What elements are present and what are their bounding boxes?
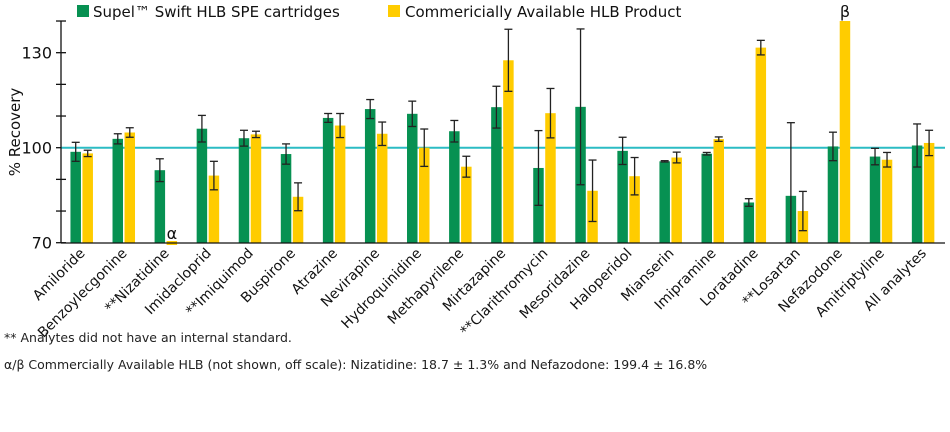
legend-swatch-commercial (388, 5, 400, 17)
error-bar (125, 127, 134, 138)
bar-commercial (419, 147, 430, 243)
x-tick-label: Methapyrilene (385, 246, 467, 328)
bar-commercial (376, 133, 388, 243)
legend-label-commercial: Commericially Available HLB Product (405, 3, 681, 21)
bar-supel (911, 145, 923, 243)
bar-commercial (629, 176, 640, 243)
legend-swatch-supel (77, 5, 89, 17)
error-bar (630, 156, 639, 196)
error-bar (450, 119, 459, 143)
error-bar (618, 136, 627, 166)
bar-supel (196, 128, 208, 243)
bar-commercial (292, 196, 304, 243)
error-bar (420, 128, 429, 168)
bar-commercial (713, 139, 724, 243)
bar-supel (701, 153, 712, 243)
y-tick-label: 100 (21, 139, 52, 158)
error-bar (71, 141, 80, 162)
error-bar (155, 158, 164, 183)
error-bar (251, 130, 260, 139)
error-bar (408, 100, 417, 128)
error-bar (913, 123, 922, 168)
bar-supel (491, 107, 502, 243)
error-bar (828, 131, 837, 162)
bar-supel (659, 161, 670, 243)
error-bar (324, 112, 333, 124)
bar-supel (827, 146, 839, 243)
error-bar (546, 87, 555, 139)
error-bar (113, 133, 122, 145)
error-bar (925, 129, 934, 157)
bar-supel (407, 113, 418, 243)
error-bar (239, 129, 248, 147)
bar-commercial (755, 47, 767, 243)
bar-commercial (671, 157, 682, 243)
bar-supel (238, 138, 250, 243)
error-bar (294, 182, 303, 212)
error-bar (492, 85, 501, 129)
legend-label-supel: Supel™ Swift HLB SPE cartridges (93, 3, 340, 21)
bar-commercial (923, 142, 935, 243)
bar-supel (743, 202, 755, 243)
bar-supel (364, 109, 376, 244)
off-scale-annotation: α (167, 224, 178, 243)
bar-supel (449, 131, 460, 243)
error-bar (756, 39, 765, 56)
error-bar (209, 160, 218, 191)
bar-supel (617, 150, 628, 243)
error-bar (798, 190, 807, 232)
bar-commercial (124, 132, 136, 243)
bar-commercial (250, 134, 262, 243)
bar-commercial (503, 60, 514, 243)
error-bar (534, 129, 543, 206)
error-bar (197, 114, 206, 143)
error-bar (744, 198, 753, 207)
bar-commercial (545, 113, 556, 243)
error-bar (83, 149, 92, 158)
bar-supel (280, 154, 292, 243)
off-scale-annotation: β (840, 2, 850, 21)
error-bar (336, 112, 345, 139)
error-bar (504, 28, 513, 92)
error-bar (462, 155, 471, 178)
bar-supel (322, 117, 334, 243)
bar-commercial (82, 153, 93, 243)
bar-commercial (208, 175, 220, 243)
error-bar (588, 159, 597, 223)
error-bar (660, 160, 669, 163)
bar-commercial (881, 159, 893, 243)
error-bar (366, 98, 375, 120)
y-axis-label: % Recovery (6, 88, 24, 177)
bar-supel (869, 156, 881, 243)
bar-commercial (461, 166, 472, 243)
bar-supel (112, 138, 124, 243)
error-bar (282, 143, 291, 165)
error-bar (576, 28, 585, 186)
error-bar (883, 151, 892, 168)
footnote-internal-standard: ** Analytes did not have an internal sta… (4, 330, 292, 345)
error-bar (378, 121, 387, 147)
bar-supel (70, 151, 81, 243)
bar-commercial (839, 21, 851, 243)
error-bar (786, 122, 795, 243)
bar-commercial (334, 125, 346, 243)
footnote-off-scale: α/β Commercially Available HLB (not show… (4, 357, 708, 372)
y-tick-label: 70 (32, 234, 52, 253)
error-bar (702, 151, 711, 156)
bar-supel (154, 170, 166, 243)
error-bar (714, 136, 723, 143)
legend: Supel™ Swift HLB SPE cartridges Commeric… (77, 3, 681, 21)
y-tick-label: 130 (21, 44, 52, 63)
error-bar (672, 151, 681, 164)
error-bar (871, 147, 880, 166)
